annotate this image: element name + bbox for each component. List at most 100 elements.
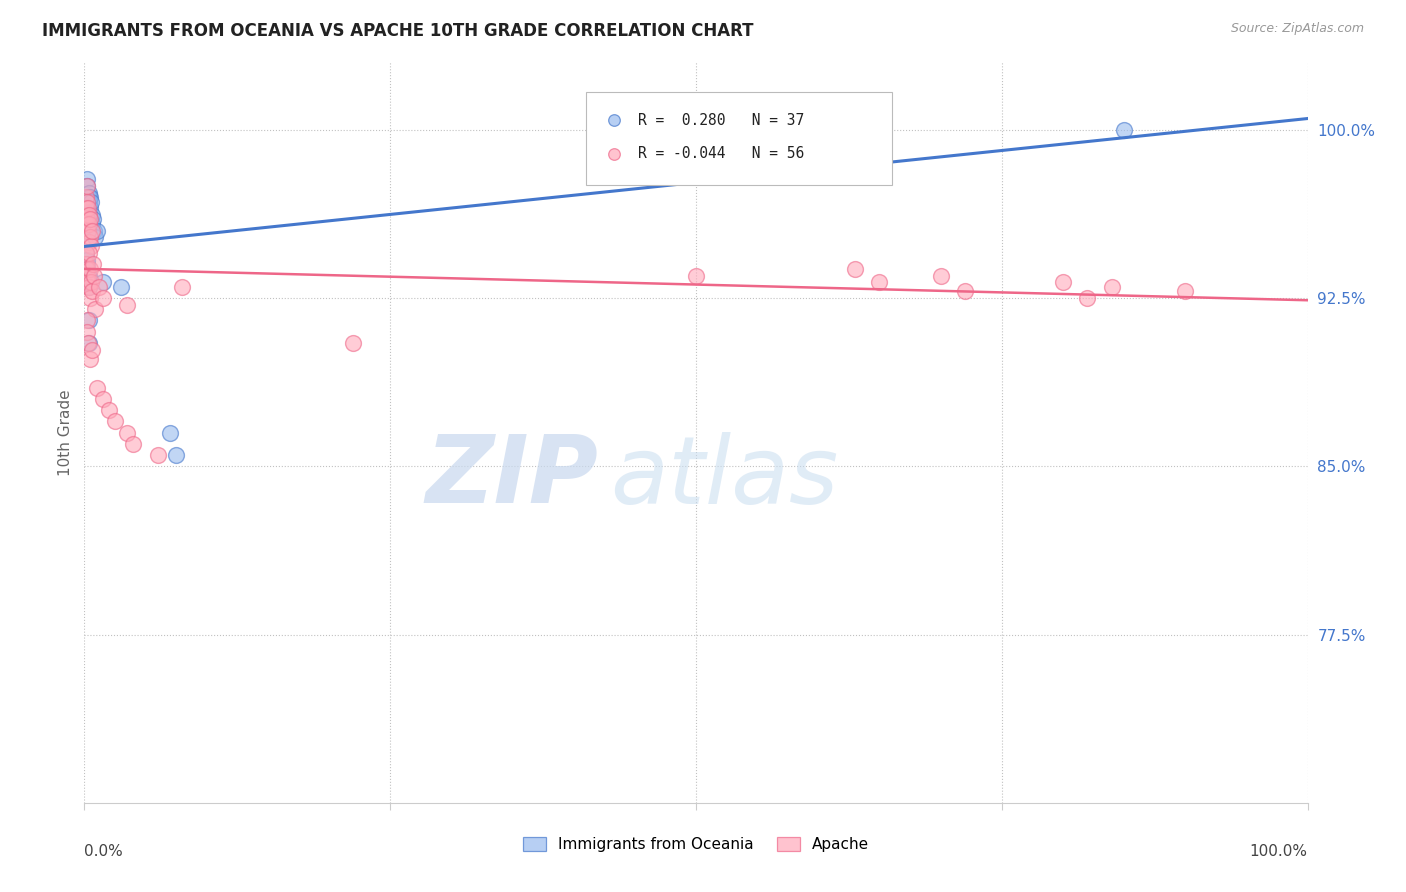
Point bbox=[953, 285, 976, 299]
Point bbox=[1052, 275, 1074, 289]
Point bbox=[76, 268, 98, 283]
Text: Source: ZipAtlas.com: Source: ZipAtlas.com bbox=[1230, 22, 1364, 36]
Point bbox=[91, 275, 114, 289]
Point bbox=[79, 208, 101, 222]
Point bbox=[76, 178, 98, 193]
Point bbox=[77, 313, 100, 327]
Point bbox=[76, 194, 98, 209]
Point bbox=[75, 246, 97, 260]
Point bbox=[165, 448, 187, 462]
Point bbox=[80, 224, 103, 238]
Text: ZIP: ZIP bbox=[425, 431, 598, 523]
Point bbox=[159, 425, 181, 440]
Point bbox=[75, 224, 97, 238]
Point bbox=[115, 298, 138, 312]
Text: IMMIGRANTS FROM OCEANIA VS APACHE 10TH GRADE CORRELATION CHART: IMMIGRANTS FROM OCEANIA VS APACHE 10TH G… bbox=[42, 22, 754, 40]
Point bbox=[76, 325, 98, 339]
Point bbox=[84, 302, 107, 317]
Point bbox=[79, 190, 101, 204]
Point bbox=[75, 201, 97, 215]
Point bbox=[146, 448, 169, 462]
Point bbox=[75, 208, 97, 222]
Point bbox=[1101, 280, 1123, 294]
Point bbox=[77, 224, 100, 238]
Point bbox=[77, 208, 100, 222]
Point bbox=[75, 246, 97, 260]
Point bbox=[79, 351, 101, 366]
Point bbox=[77, 268, 100, 283]
Point bbox=[1174, 285, 1197, 299]
Legend: Immigrants from Oceania, Apache: Immigrants from Oceania, Apache bbox=[517, 830, 875, 858]
Y-axis label: 10th Grade: 10th Grade bbox=[58, 389, 73, 476]
Text: 0.0%: 0.0% bbox=[84, 844, 124, 858]
Text: atlas: atlas bbox=[610, 432, 838, 523]
Point bbox=[83, 224, 105, 238]
Text: R = -0.044   N = 56: R = -0.044 N = 56 bbox=[638, 146, 804, 161]
Point bbox=[76, 257, 98, 271]
Point bbox=[76, 217, 98, 231]
Point bbox=[76, 261, 98, 276]
Point bbox=[75, 261, 97, 276]
Point bbox=[77, 275, 100, 289]
Point bbox=[76, 190, 98, 204]
Point bbox=[869, 275, 891, 289]
Point bbox=[110, 280, 132, 294]
Point bbox=[91, 291, 114, 305]
Point bbox=[86, 224, 108, 238]
Point bbox=[80, 275, 103, 289]
Point bbox=[76, 178, 98, 193]
Point bbox=[79, 291, 101, 305]
Point bbox=[77, 268, 100, 283]
Point bbox=[79, 230, 101, 244]
Point bbox=[75, 190, 97, 204]
Point bbox=[86, 381, 108, 395]
Text: R =  0.280   N = 37: R = 0.280 N = 37 bbox=[638, 112, 804, 128]
Point bbox=[77, 186, 100, 200]
Point bbox=[82, 257, 104, 271]
Point bbox=[122, 437, 145, 451]
Point bbox=[75, 257, 97, 271]
Point bbox=[79, 212, 101, 227]
Point bbox=[80, 208, 103, 222]
Point bbox=[79, 261, 101, 276]
Point bbox=[76, 275, 98, 289]
Point bbox=[342, 335, 364, 350]
Point bbox=[80, 343, 103, 357]
Point bbox=[82, 212, 104, 227]
Point bbox=[77, 217, 100, 231]
Point bbox=[76, 212, 98, 227]
Point bbox=[77, 280, 100, 294]
Point bbox=[77, 235, 100, 249]
Point bbox=[80, 285, 103, 299]
Point bbox=[76, 201, 98, 215]
Point bbox=[91, 392, 114, 406]
Point bbox=[77, 190, 100, 204]
Point bbox=[115, 425, 138, 440]
Point bbox=[76, 261, 98, 276]
Point bbox=[77, 194, 100, 209]
Point bbox=[77, 335, 100, 350]
Point bbox=[84, 230, 107, 244]
Point bbox=[97, 403, 120, 417]
Point bbox=[76, 313, 98, 327]
Point bbox=[1076, 291, 1098, 305]
Point bbox=[172, 280, 194, 294]
FancyBboxPatch shape bbox=[586, 92, 891, 185]
Point bbox=[929, 268, 952, 283]
Point bbox=[79, 201, 101, 215]
Point bbox=[1114, 122, 1136, 136]
Point bbox=[685, 268, 707, 283]
Point bbox=[76, 268, 98, 283]
Point bbox=[77, 201, 100, 215]
Point bbox=[80, 194, 103, 209]
Point bbox=[83, 268, 105, 283]
Point bbox=[87, 280, 110, 294]
Point bbox=[82, 217, 104, 231]
Point bbox=[79, 212, 101, 227]
Point bbox=[104, 414, 127, 428]
Point bbox=[76, 252, 98, 267]
Point bbox=[844, 261, 866, 276]
Point bbox=[80, 239, 103, 253]
Point bbox=[77, 335, 100, 350]
Point bbox=[77, 280, 100, 294]
